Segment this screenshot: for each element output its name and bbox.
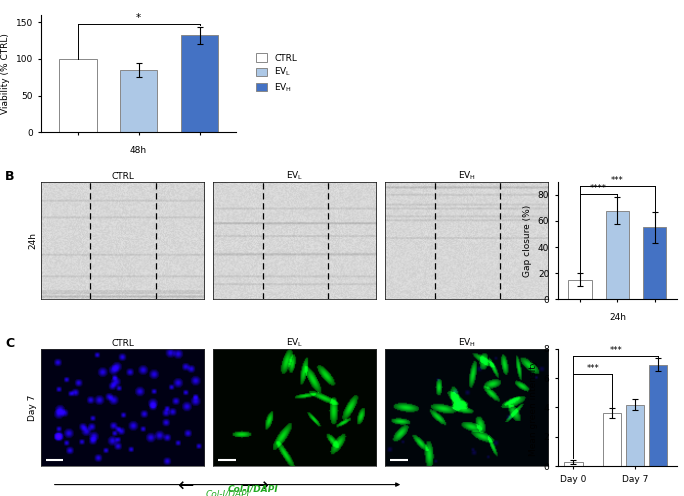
Text: $\leftarrow$: $\leftarrow$ [174, 475, 195, 494]
Text: ***: *** [609, 346, 622, 355]
Title: CTRL: CTRL [111, 172, 134, 181]
Text: *: * [136, 13, 141, 23]
Title: CTRL: CTRL [111, 339, 134, 348]
Y-axis label: Mean green intensity: Mean green intensity [529, 359, 538, 456]
Bar [606, 210, 629, 299]
Bar [564, 462, 583, 466]
Bar [568, 280, 592, 299]
Text: C: C [5, 337, 14, 350]
Bar [181, 35, 218, 132]
Title: EV$_\mathrm{L}$: EV$_\mathrm{L}$ [286, 169, 304, 182]
Legend: CTRL, EV$_\mathrm{L}$, EV$_\mathrm{H}$: CTRL, EV$_\mathrm{L}$, EV$_\mathrm{H}$ [256, 54, 297, 94]
Bar [603, 413, 621, 466]
Bar [643, 228, 666, 299]
Title: EV$_\mathrm{H}$: EV$_\mathrm{H}$ [458, 336, 476, 349]
Y-axis label: Gap closure (%): Gap closure (%) [523, 204, 532, 277]
Text: ****: **** [590, 184, 607, 193]
Bar [648, 365, 667, 466]
X-axis label: 48h: 48h [130, 146, 147, 155]
Text: ***: *** [611, 176, 624, 186]
Bar [59, 59, 96, 132]
Bar [626, 405, 644, 466]
Title: EV$_\mathrm{H}$: EV$_\mathrm{H}$ [458, 169, 476, 182]
X-axis label: 24h: 24h [609, 313, 626, 322]
Y-axis label: Viability (% CTRL): Viability (% CTRL) [1, 33, 10, 114]
Y-axis label: 24h: 24h [28, 232, 37, 249]
Title: EV$_\mathrm{L}$: EV$_\mathrm{L}$ [286, 336, 304, 349]
Text: B: B [5, 170, 14, 183]
Bar [120, 70, 157, 132]
Text: ***: *** [586, 364, 599, 373]
Text: Col-I/DAPI: Col-I/DAPI [205, 490, 250, 496]
Text: $\longrightarrow$: $\longrightarrow$ [237, 475, 269, 494]
Y-axis label: Day 7: Day 7 [28, 394, 37, 421]
Text: Col-I/DAPI: Col-I/DAPI [228, 484, 278, 493]
